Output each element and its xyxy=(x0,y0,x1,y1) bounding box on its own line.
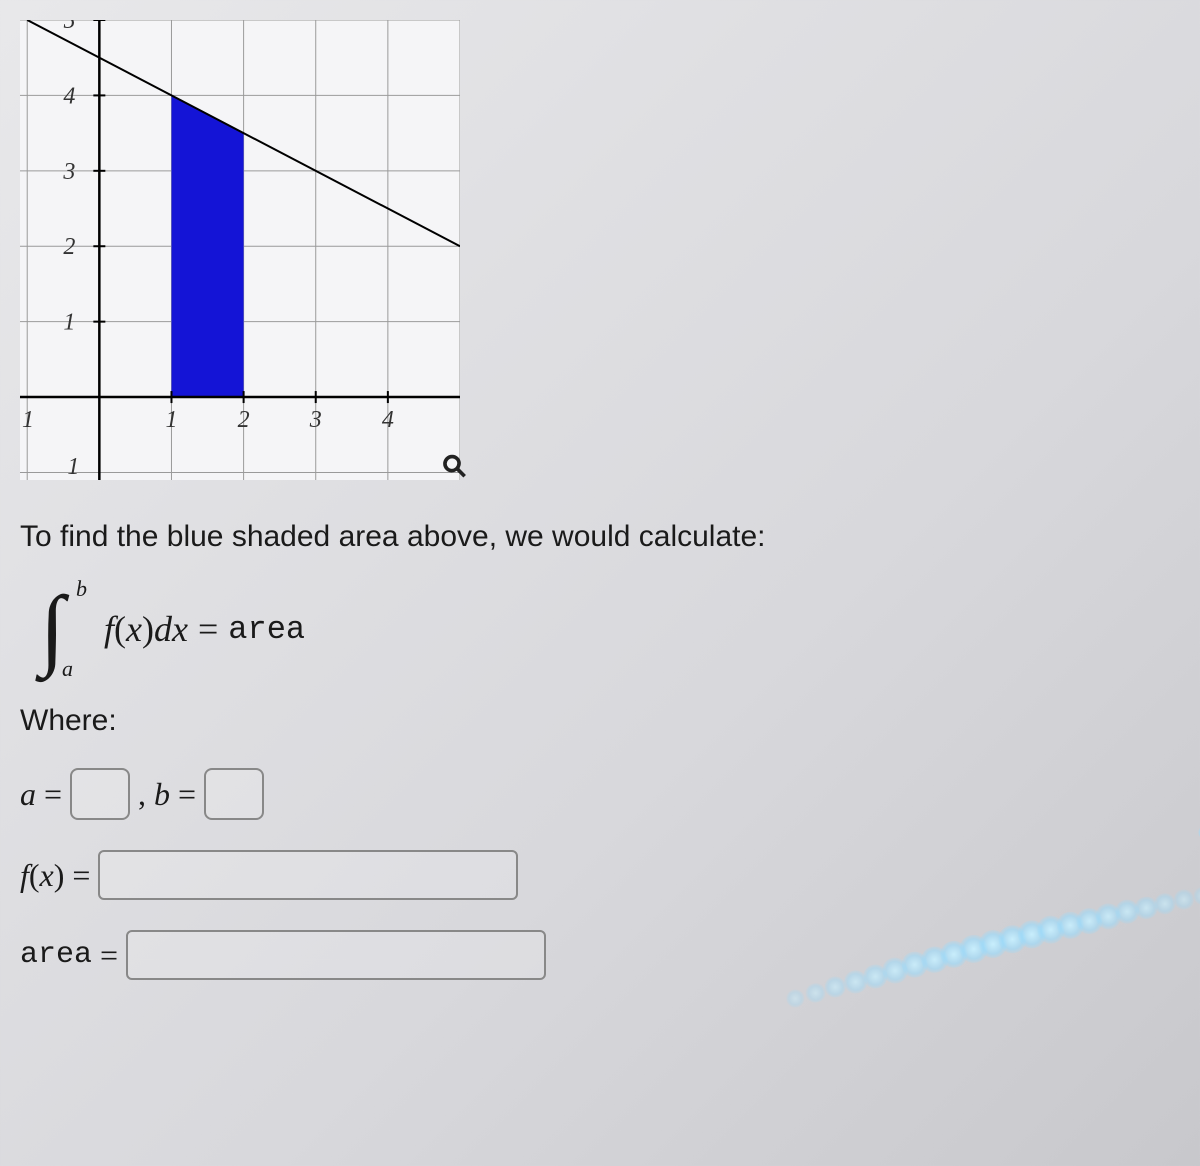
equals-sign: = xyxy=(198,608,218,650)
fx-row: f(x) = xyxy=(20,850,1180,900)
svg-text:4: 4 xyxy=(63,83,75,109)
svg-text:5: 5 xyxy=(63,20,75,34)
integrand-f: f xyxy=(104,609,114,649)
fx-input[interactable] xyxy=(98,850,518,900)
a-input[interactable] xyxy=(70,768,130,820)
svg-text:1: 1 xyxy=(165,407,177,433)
fx-equals: = xyxy=(72,857,90,894)
integrand-x: x xyxy=(126,609,142,649)
integral-rhs: area xyxy=(228,611,305,648)
area-label: area xyxy=(20,938,92,972)
a-label: a xyxy=(20,776,36,813)
prompt-text: To find the blue shaded area above, we w… xyxy=(20,520,1180,554)
svg-text:1: 1 xyxy=(63,310,75,336)
integrand: f(x)dx xyxy=(104,608,188,650)
bounds-row: a = , b = xyxy=(20,768,1180,820)
integral-expression: ∫ b a f(x)dx = area xyxy=(40,584,1180,674)
svg-text:2: 2 xyxy=(238,407,250,433)
area-row: area = xyxy=(20,930,1180,980)
svg-text:4: 4 xyxy=(382,407,394,433)
where-label: Where: xyxy=(20,704,1180,738)
area-equals: = xyxy=(100,937,118,974)
b-equals: = xyxy=(178,776,196,813)
svg-text:1: 1 xyxy=(22,407,34,433)
fx-label: f(x) xyxy=(20,857,64,894)
b-label: b xyxy=(154,776,170,813)
svg-text:2: 2 xyxy=(63,234,75,260)
chart-container: 12341234511 ⚲ xyxy=(20,20,460,480)
svg-text:1: 1 xyxy=(67,454,79,480)
integrand-dx: dx xyxy=(154,609,188,649)
integral-chart: 1 2 3 4 1 2 3 4 5 1 1 xyxy=(20,20,460,480)
svg-text:3: 3 xyxy=(309,407,322,433)
integral-lower-bound: a xyxy=(62,656,73,682)
integral-symbol: ∫ b a xyxy=(40,584,90,674)
a-equals: = xyxy=(44,776,62,813)
area-input[interactable] xyxy=(126,930,546,980)
b-input[interactable] xyxy=(204,768,264,820)
comma: , xyxy=(138,776,146,813)
integral-upper-bound: b xyxy=(76,576,87,602)
svg-text:3: 3 xyxy=(62,159,75,185)
